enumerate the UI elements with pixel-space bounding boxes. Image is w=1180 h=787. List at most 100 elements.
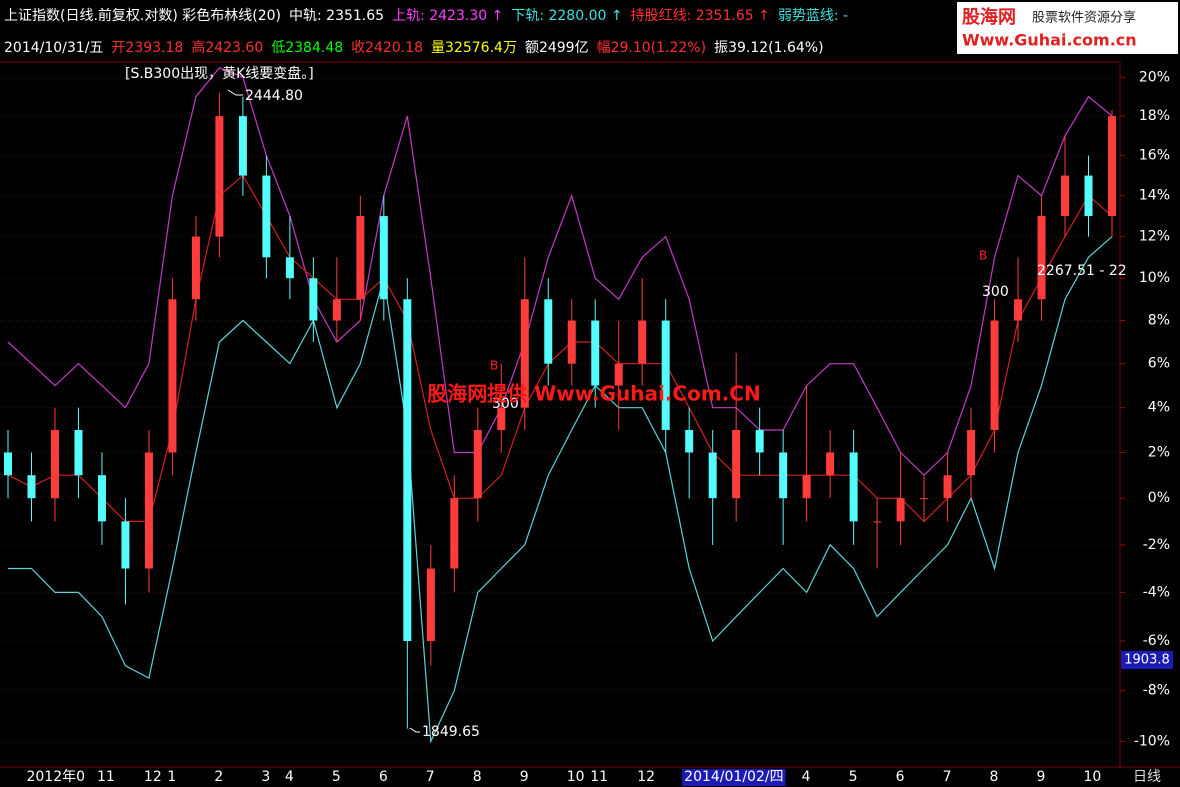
candle-body xyxy=(97,475,106,522)
annotation-leader xyxy=(227,89,243,96)
header-text: 弱势蓝线: - xyxy=(778,8,848,24)
candle-body xyxy=(708,452,717,499)
x-tick-label: 6 xyxy=(379,769,388,785)
header-text: 持股红线: 2351.65 ↑ xyxy=(631,8,770,24)
y-tick-label: 20% xyxy=(1139,69,1170,85)
annotation: 1849.65 xyxy=(422,724,480,740)
candle-body xyxy=(567,320,576,364)
candle-body xyxy=(614,363,623,386)
candle-body xyxy=(74,429,83,476)
candle-body xyxy=(121,521,130,569)
header-text: 额2499亿 xyxy=(525,40,589,56)
candle-body xyxy=(943,475,952,499)
y-tick-label: -10% xyxy=(1134,733,1170,749)
y-tick-label: 0% xyxy=(1148,490,1170,506)
candle-body xyxy=(1037,216,1046,300)
candle-body xyxy=(826,452,835,476)
candle-body xyxy=(661,320,670,430)
y-tick-label: 2% xyxy=(1148,444,1170,460)
y-tick-label: 16% xyxy=(1139,148,1170,164)
y-tick-label: 12% xyxy=(1139,229,1170,245)
x-tick-label: 11 xyxy=(97,769,115,785)
y-tick-label: -6% xyxy=(1143,633,1170,649)
candle-body xyxy=(27,475,36,499)
candle-body xyxy=(990,320,999,430)
y-tick-label: 14% xyxy=(1139,188,1170,204)
x-tick-label: 9 xyxy=(1037,769,1046,785)
annotation-leader xyxy=(409,727,420,733)
candle-body xyxy=(285,257,294,279)
header-text: 低2384.48 xyxy=(271,40,343,56)
header-text: 上轨: 2423.30 ↑ xyxy=(392,8,503,24)
candle-body xyxy=(1108,116,1116,217)
y-tick-label: 10% xyxy=(1139,270,1170,286)
candle-body xyxy=(1014,299,1023,321)
x-tick-label: 3 xyxy=(261,769,270,785)
candle-body xyxy=(755,429,764,453)
candle-body xyxy=(732,429,741,499)
y-tick-label: 18% xyxy=(1139,108,1170,124)
x-tick-label: 6 xyxy=(896,769,905,785)
candle-body xyxy=(802,475,811,499)
candle-body xyxy=(685,429,694,453)
x-tick-label: 12 xyxy=(144,769,162,785)
candle-body xyxy=(426,568,435,642)
candle-body xyxy=(144,452,153,569)
x-tick-label: 5 xyxy=(849,769,858,785)
header-text: 收2420.18 xyxy=(351,40,423,56)
header-text: 量32576.4万 xyxy=(431,40,517,56)
logo-box xyxy=(957,2,1178,54)
x-tick-label: 7 xyxy=(426,769,435,785)
y-tick-label: -4% xyxy=(1143,584,1170,600)
candle-body xyxy=(849,452,858,522)
candle-body xyxy=(920,498,929,500)
x-tick-label: 8 xyxy=(990,769,999,785)
x-tick-label: 5 xyxy=(332,769,341,785)
x-label-highlight xyxy=(682,769,786,786)
candle-body xyxy=(332,299,341,321)
period-label: 日线 xyxy=(1133,769,1161,785)
candle-body xyxy=(1061,175,1070,217)
logo: 股海网 股票软件资源分享 Www.Guhai.com.cn xyxy=(957,2,1178,54)
candle-body xyxy=(379,216,388,300)
x-tick-label: 2012年0 xyxy=(26,769,85,785)
candle-body xyxy=(215,116,224,237)
header-text: 下轨: 2280.00 ↑ xyxy=(511,8,622,24)
annotation: 300 xyxy=(492,396,519,412)
header-text: 中轨: 2351.65 xyxy=(289,8,384,24)
x-tick-label: 4 xyxy=(285,769,294,785)
header-text: 2014/10/31/五 xyxy=(4,40,103,56)
last-price-box xyxy=(1121,651,1173,669)
watermark: 股海网提供 Www.Guhai.Com.CN xyxy=(427,382,760,406)
annotation: [S.B300出现，黄K线要变盘。] xyxy=(125,65,314,82)
y-tick-label: -8% xyxy=(1143,683,1170,699)
candle-body xyxy=(309,278,318,321)
header-text: 上证指数(日线.前复权.对数) 彩色布林线(20) xyxy=(4,7,281,24)
x-tick-label: 9 xyxy=(520,769,529,785)
x-tick-label: 12 xyxy=(637,769,655,785)
candle-body xyxy=(497,407,506,430)
x-tick-label: 1 xyxy=(167,769,176,785)
header-text: 振39.12(1.64%) xyxy=(714,40,823,56)
header-text: 开2393.18 xyxy=(111,40,183,56)
x-tick-label: 8 xyxy=(473,769,482,785)
candle-body xyxy=(356,216,365,300)
candle-body xyxy=(520,299,529,408)
candle-body xyxy=(168,299,177,453)
candle-body xyxy=(238,116,247,176)
x-tick-label: 7 xyxy=(943,769,952,785)
annotation: 300 xyxy=(982,284,1009,300)
logo-slogan: 股票软件资源分享 xyxy=(1032,10,1136,26)
candle-body xyxy=(50,429,59,499)
candle-body xyxy=(591,320,600,386)
y-tick-label: 4% xyxy=(1148,400,1170,416)
annotation: 2444.80 xyxy=(245,88,303,104)
candle-body xyxy=(1084,175,1093,217)
logo-url: Www.Guhai.com.cn xyxy=(962,31,1137,50)
band-line xyxy=(7,174,1113,523)
candle-body xyxy=(450,498,459,569)
x-tick-label: 10 xyxy=(567,769,585,785)
x-tick-label: 10 xyxy=(1084,769,1102,785)
